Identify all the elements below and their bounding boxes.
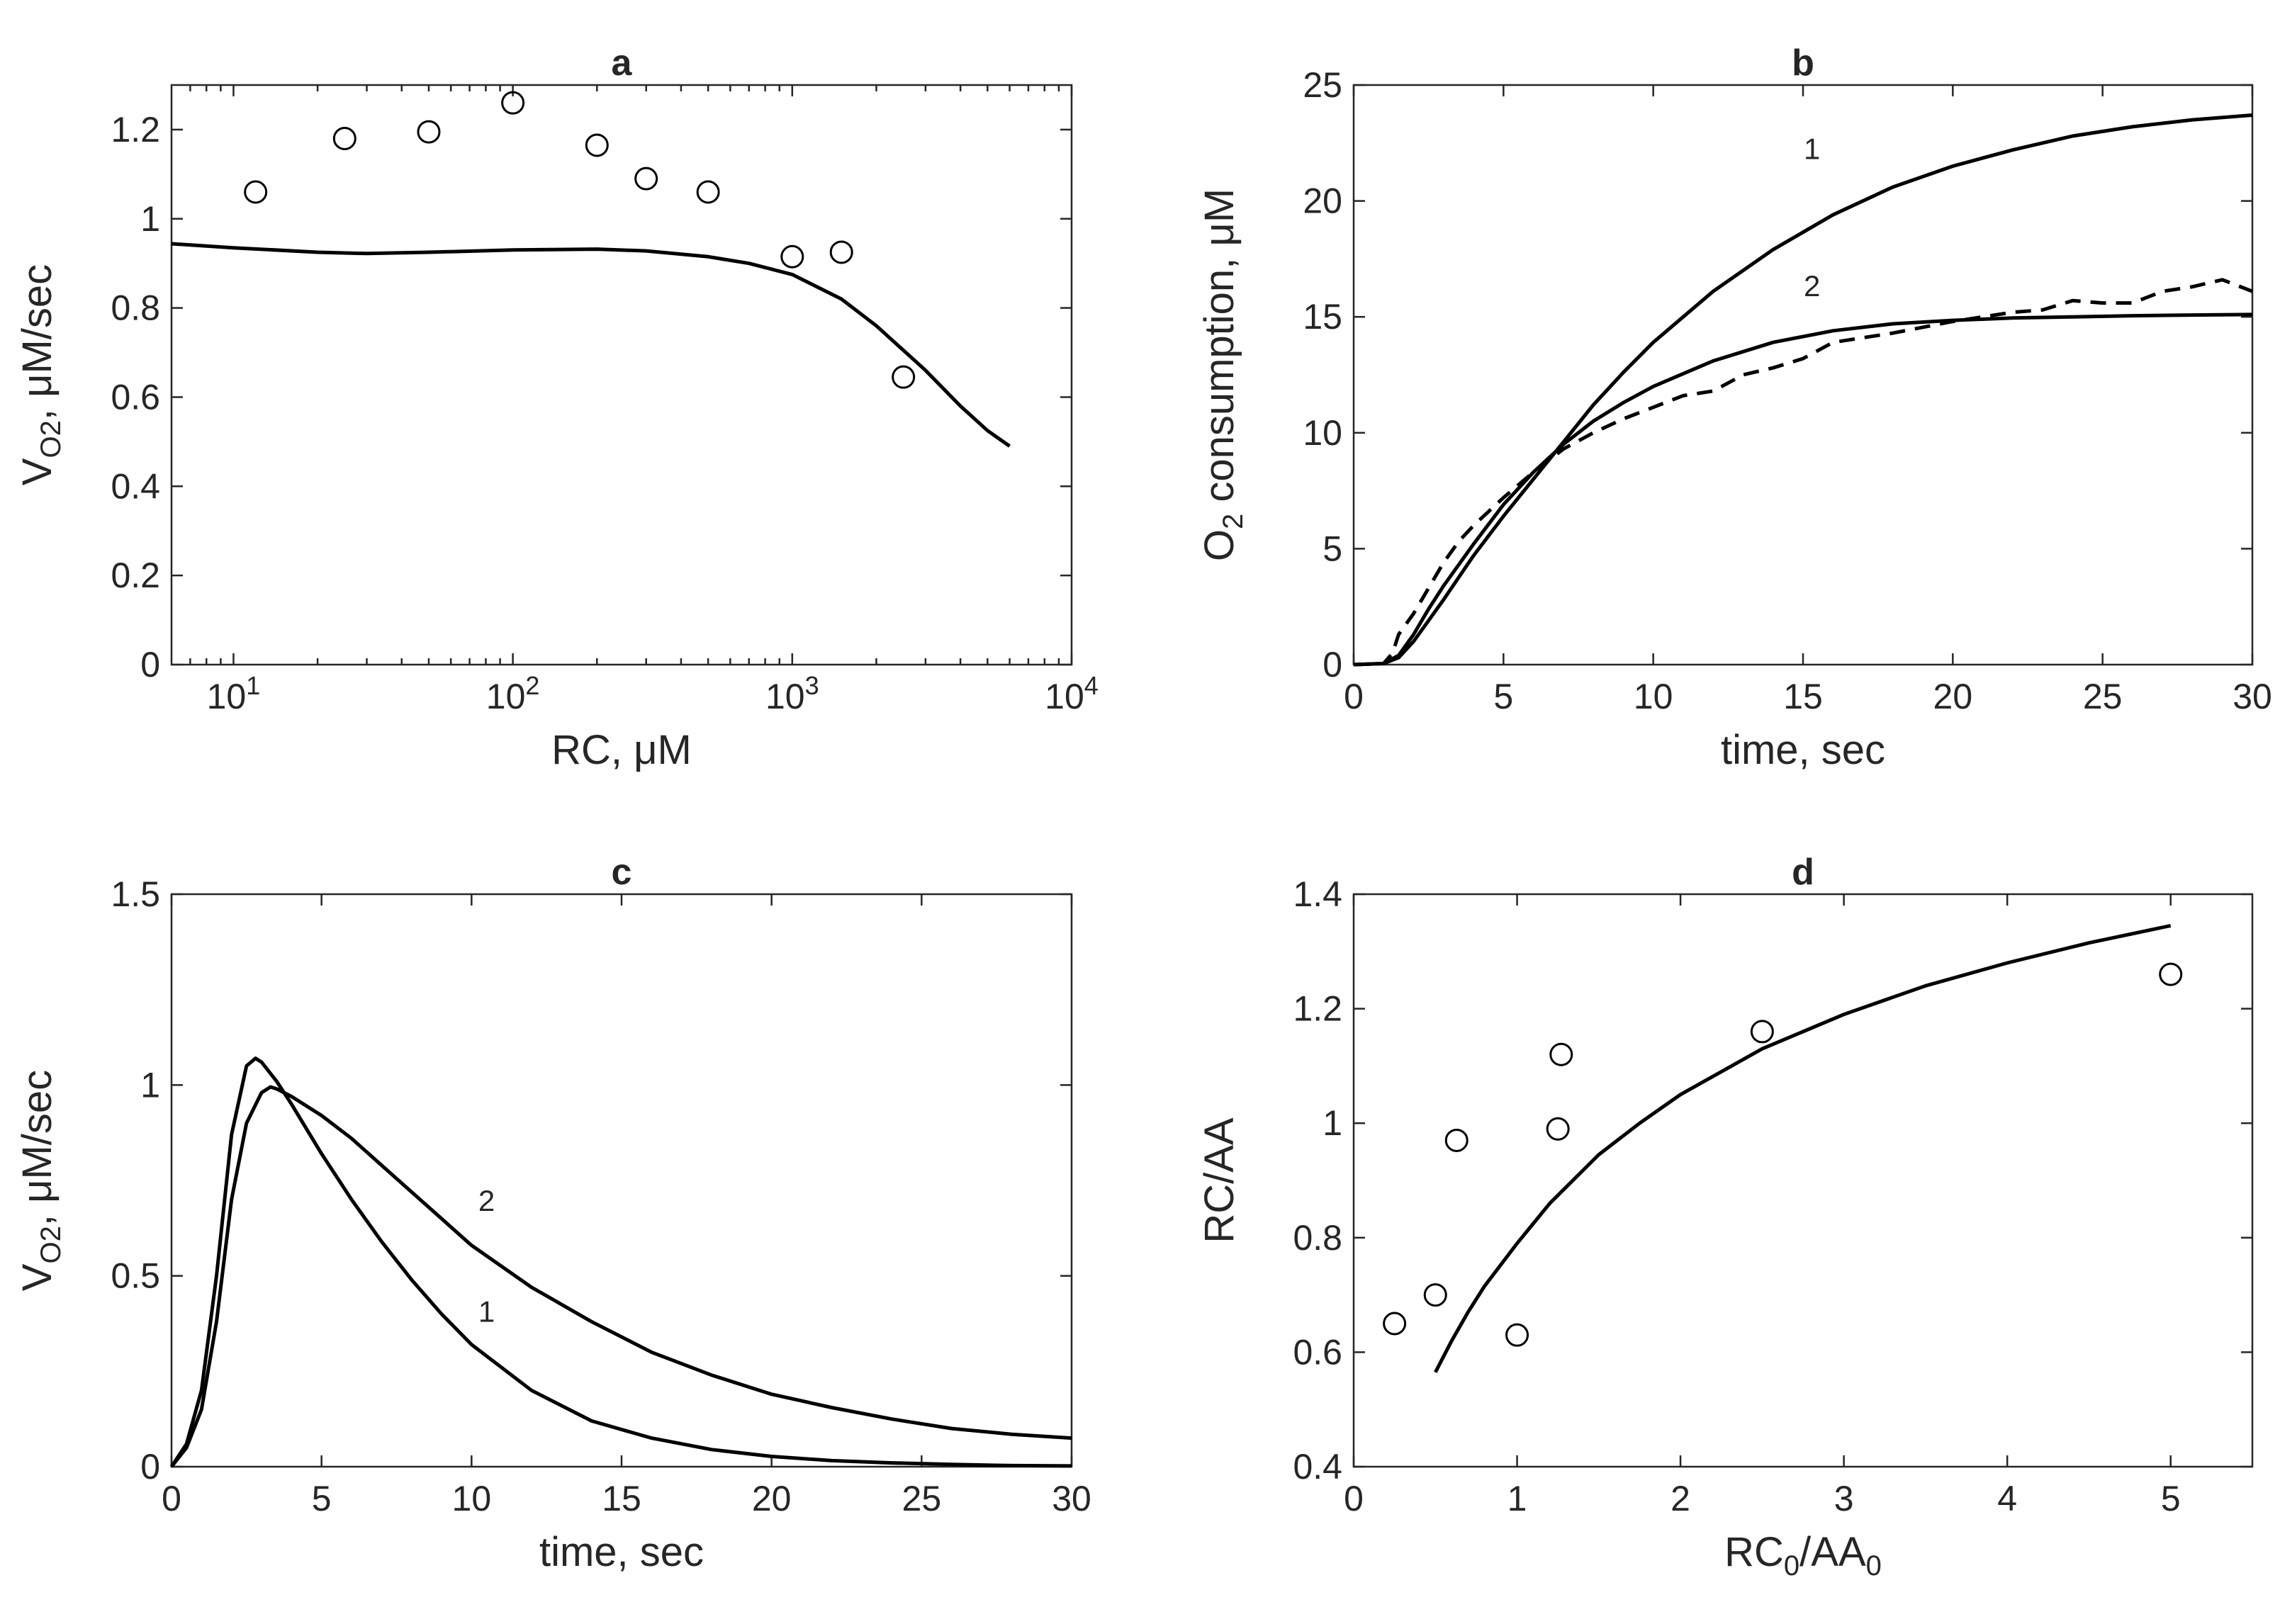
- y-tick-label: 20: [1303, 181, 1342, 221]
- data-point: [1750, 1020, 1774, 1044]
- panel-title: d: [1792, 852, 1814, 893]
- data-point: [780, 244, 804, 269]
- plot-area-frame: [1352, 84, 2254, 666]
- panel-title: b: [1792, 43, 1814, 84]
- x-tick-label: 5: [312, 1479, 332, 1518]
- y-tick-label: 0: [140, 645, 160, 684]
- y-axis-label: VO2, μM/sec: [14, 1070, 67, 1291]
- x-tick-label: 20: [752, 1479, 792, 1518]
- y-tick-label: 1: [140, 1065, 160, 1105]
- x-tick-label: 102: [486, 671, 540, 717]
- data-point: [1383, 1312, 1407, 1336]
- panel-title: a: [612, 43, 633, 84]
- y-tick-label: 1.5: [111, 874, 160, 914]
- x-tick-label: 25: [2083, 677, 2123, 716]
- data-point: [1505, 1323, 1529, 1347]
- x-tick-label: 10: [452, 1479, 492, 1518]
- y-tick-label: 0.6: [111, 377, 160, 417]
- x-tick-label: 15: [602, 1479, 641, 1518]
- x-tick-label: 30: [1052, 1479, 1091, 1518]
- series-line-1: [1353, 113, 2253, 667]
- x-axis-label: RC0/AA0: [1724, 1529, 1882, 1581]
- series-line-2: [1353, 312, 2253, 667]
- y-tick-label: 15: [1303, 297, 1342, 337]
- data-point: [417, 120, 441, 144]
- curve-label: 1: [478, 1295, 495, 1328]
- data-point: [501, 91, 525, 115]
- x-tick-label: 20: [1933, 677, 1973, 716]
- x-tick-label: 25: [902, 1479, 942, 1518]
- panel-b: 0 5 10 15 20 25 30 0 5 10 15 20 25 b time, sec O2 consu…: [1196, 43, 2272, 773]
- y-tick-label: 25: [1303, 65, 1342, 105]
- data-point: [634, 167, 658, 191]
- data-point: [892, 365, 916, 389]
- x-tick-label: 1: [1507, 1479, 1527, 1518]
- panel-d: 0 1 2 3 4 5 0.4 0.6 0.8 1 1.2 1.4 d RC0/AA0 RC/AA: [1196, 852, 2254, 1581]
- panel-c: 0 5 10 15 20 25 30 0 0.5 1 1.5 c time, sec VO2, μM/se…: [14, 852, 1091, 1575]
- y-tick-label: 0.8: [111, 288, 160, 328]
- curve-label: 1: [1804, 132, 1820, 166]
- x-tick-label: 5: [2161, 1479, 2181, 1518]
- series-line-experiment: [1353, 278, 2253, 667]
- plot-area-frame: [170, 84, 1073, 666]
- y-tick-label: 5: [1322, 529, 1342, 568]
- y-axis-label: O2 consumption, μM: [1196, 188, 1249, 561]
- y-tick-label: 0: [140, 1447, 160, 1487]
- y-tick-label: 0.8: [1293, 1218, 1342, 1258]
- y-tick-label: 0.4: [111, 466, 160, 506]
- x-tick-label: 103: [765, 671, 819, 717]
- y-tick-label: 1: [140, 199, 160, 239]
- y-axis-label: RC/AA: [1196, 1117, 1242, 1244]
- panel-a: 101 102 103 104 0 0.2 0.4 0.6 0.8 1 1.2 a RC, μM VO2,…: [14, 43, 1099, 773]
- data-point: [2159, 962, 2183, 986]
- x-tick-label: 0: [1344, 1479, 1364, 1518]
- curve-label: 2: [478, 1184, 495, 1217]
- y-tick-label: 0.6: [1293, 1332, 1342, 1372]
- data-point: [1423, 1283, 1447, 1307]
- x-tick-label: 2: [1670, 1479, 1690, 1518]
- data-point: [1546, 1117, 1570, 1141]
- y-tick-label: 0.4: [1293, 1447, 1342, 1487]
- panel-title: c: [612, 852, 632, 893]
- plot-area-frame: [1352, 893, 2254, 1468]
- x-tick-label: 0: [1344, 677, 1364, 716]
- data-point: [1549, 1042, 1573, 1066]
- x-tick-label: 30: [2233, 677, 2272, 716]
- y-tick-label: 0.2: [111, 556, 160, 595]
- y-tick-label: 0: [1322, 645, 1342, 684]
- x-axis-label: RC, μM: [551, 727, 692, 773]
- x-axis-label: time, sec: [539, 1529, 704, 1575]
- series-line-model: [171, 242, 1011, 448]
- x-tick-label: 101: [207, 671, 261, 717]
- x-tick-label: 15: [1783, 677, 1823, 716]
- x-tick-label: 3: [1834, 1479, 1854, 1518]
- x-axis-label: time, sec: [1721, 727, 1885, 773]
- y-tick-label: 1.2: [1293, 989, 1342, 1029]
- data-point: [244, 180, 268, 204]
- y-tick-label: 1.2: [111, 110, 160, 150]
- x-tick-label: 4: [1997, 1479, 2017, 1518]
- y-tick-label: 1.4: [1293, 874, 1342, 914]
- data-point: [332, 127, 356, 151]
- series-line-2: [170, 1085, 1072, 1468]
- data-point: [1444, 1128, 1468, 1152]
- y-tick-label: 0.5: [111, 1256, 160, 1296]
- x-tick-label: 5: [1493, 677, 1513, 716]
- data-point: [585, 133, 609, 157]
- y-axis-label: VO2, μM/sec: [14, 264, 67, 485]
- data-point: [829, 240, 853, 264]
- x-tick-label: 0: [162, 1479, 181, 1518]
- curve-label: 2: [1804, 269, 1820, 303]
- plot-area-frame: [170, 893, 1073, 1468]
- y-tick-label: 1: [1322, 1103, 1342, 1143]
- x-tick-label: 104: [1045, 671, 1099, 717]
- data-point: [696, 180, 720, 204]
- y-tick-label: 10: [1303, 413, 1342, 453]
- x-tick-label: 10: [1634, 677, 1673, 716]
- series-line-1: [169, 1056, 1072, 1468]
- series-line-model: [1434, 923, 2172, 1373]
